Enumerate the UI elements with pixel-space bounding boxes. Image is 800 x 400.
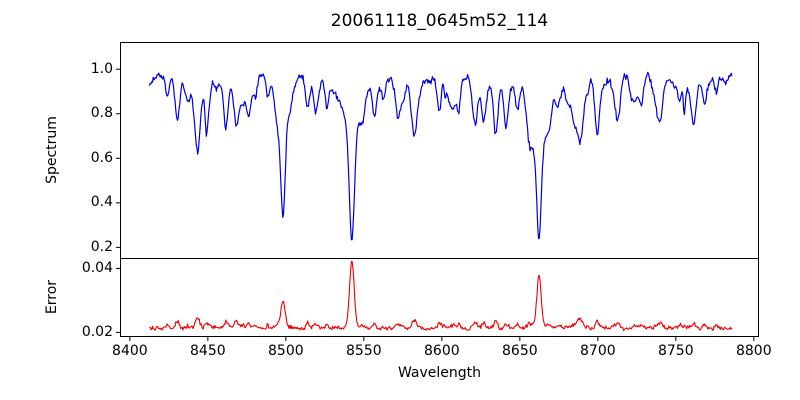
- x-tick-label-8600: 8600: [424, 343, 460, 359]
- x-tick-label-8550: 8550: [346, 343, 382, 359]
- x-tick-label-8500: 8500: [268, 343, 304, 359]
- spectrum-line: [148, 71, 733, 241]
- spectrum-y-tick-label-1.0: 1.0: [90, 60, 113, 77]
- spectrum-y-tick-label-0.6: 0.6: [90, 149, 113, 166]
- x-tick-label-8800: 8800: [735, 343, 772, 359]
- x-tick-label-8700: 8700: [580, 343, 616, 359]
- spectrum-y-tick-label-0.8: 0.8: [90, 105, 113, 122]
- error-axes-frame: [120, 258, 759, 337]
- x-tick-label-8400: 8400: [112, 343, 148, 359]
- error-y-tick-label-0.02: 0.02: [81, 323, 113, 340]
- error-line: [149, 261, 733, 332]
- x-tick-label-8450: 8450: [190, 343, 226, 359]
- chart-title: 20061118_0645m52_114: [330, 11, 549, 31]
- spectrum-y-tick-label-0.2: 0.2: [90, 238, 113, 255]
- error-y-tick-label-0.04: 0.04: [81, 259, 113, 276]
- spectrum-axes-frame: [120, 42, 759, 259]
- xaxis-label: Wavelength: [397, 365, 482, 381]
- x-tick-label-8750: 8750: [657, 343, 694, 359]
- spectrum-y-tick-label-0.4: 0.4: [90, 194, 113, 211]
- x-tick-label-8650: 8650: [502, 343, 538, 359]
- error-ylabel: Error: [44, 279, 60, 315]
